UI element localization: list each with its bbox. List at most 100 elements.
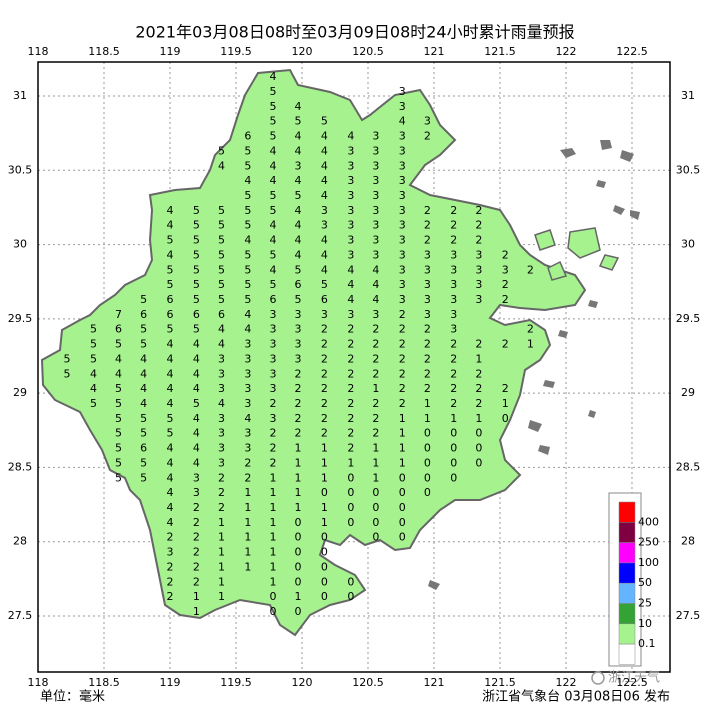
- station-value: 5: [193, 234, 200, 247]
- station-value: 4: [372, 278, 379, 291]
- station-value: 4: [321, 174, 328, 187]
- station-value: 1: [244, 546, 251, 559]
- station-value: 1: [399, 427, 406, 440]
- station-value: 2: [166, 560, 173, 573]
- station-value: 5: [218, 248, 225, 261]
- station-value: 2: [269, 427, 276, 440]
- station-value: 5: [269, 248, 276, 261]
- station-value: 5: [140, 427, 147, 440]
- station-value: 2: [166, 531, 173, 544]
- station-value: 1: [321, 516, 328, 529]
- x-tick-label: 118: [28, 676, 49, 689]
- station-value: 5: [166, 278, 173, 291]
- station-value: 4: [166, 367, 173, 380]
- station-value: 4: [166, 442, 173, 455]
- station-value: 0: [399, 516, 406, 529]
- x-tick-label: 119: [159, 45, 180, 58]
- station-value: 4: [193, 427, 200, 440]
- station-value: 0: [295, 575, 302, 588]
- station-value: 0: [347, 590, 354, 603]
- station-value: 2: [424, 219, 431, 232]
- station-value: 4: [295, 130, 302, 143]
- station-value: 2: [424, 323, 431, 336]
- station-value: 3: [399, 234, 406, 247]
- station-value: 5: [166, 234, 173, 247]
- station-value: 1: [269, 486, 276, 499]
- station-value: 3: [269, 367, 276, 380]
- station-value: 4: [269, 144, 276, 157]
- station-value: 2: [347, 382, 354, 395]
- station-value: 3: [295, 308, 302, 321]
- station-value: 4: [166, 471, 173, 484]
- station-value: 2: [269, 397, 276, 410]
- station-value: 5: [140, 456, 147, 469]
- station-value: 6: [193, 308, 200, 321]
- station-value: 2: [475, 204, 482, 217]
- station-value: 0: [424, 427, 431, 440]
- station-value: 5: [166, 323, 173, 336]
- station-value: 3: [372, 159, 379, 172]
- station-value: 2: [166, 575, 173, 588]
- station-value: 5: [90, 352, 97, 365]
- station-value: 5: [193, 263, 200, 276]
- station-value: 5: [64, 352, 71, 365]
- station-value: 5: [140, 412, 147, 425]
- legend-swatch: [618, 603, 636, 625]
- station-value: 3: [372, 308, 379, 321]
- station-value: 4: [193, 456, 200, 469]
- station-value: 5: [90, 323, 97, 336]
- station-value: 4: [166, 501, 173, 514]
- station-value: 2: [321, 367, 328, 380]
- station-value: 0: [399, 501, 406, 514]
- station-value: 2: [475, 234, 482, 247]
- station-value: 4: [347, 130, 354, 143]
- x-tick-label: 120: [291, 676, 312, 689]
- station-value: 3: [218, 442, 225, 455]
- station-value: 2: [347, 338, 354, 351]
- legend-swatch: [618, 643, 636, 665]
- station-value: 3: [475, 263, 482, 276]
- station-value: 2: [295, 367, 302, 380]
- station-value: 4: [166, 352, 173, 365]
- station-value: 2: [347, 442, 354, 455]
- station-value: 6: [321, 293, 328, 306]
- station-value: 5: [115, 397, 122, 410]
- station-value: 3: [347, 308, 354, 321]
- station-value: 2: [475, 382, 482, 395]
- station-value: 2: [372, 352, 379, 365]
- station-value: 0: [450, 456, 457, 469]
- x-tick-label: 119.5: [220, 45, 252, 58]
- station-value: 4: [218, 159, 225, 172]
- station-value: 1: [295, 486, 302, 499]
- station-value: 2: [502, 382, 509, 395]
- legend-swatch: [618, 623, 636, 645]
- station-value: 4: [193, 442, 200, 455]
- station-value: 0: [295, 560, 302, 573]
- station-value: 4: [166, 486, 173, 499]
- station-value: 1: [424, 397, 431, 410]
- legend-swatch: [618, 542, 636, 564]
- y-tick-label: 30: [13, 238, 27, 251]
- station-value: 5: [193, 323, 200, 336]
- legend-swatch: [618, 582, 636, 604]
- station-value: 3: [399, 219, 406, 232]
- station-value: 3: [424, 293, 431, 306]
- station-value: 3: [450, 263, 457, 276]
- station-value: 0: [347, 486, 354, 499]
- station-value: 2: [193, 531, 200, 544]
- x-tick-label: 118.5: [88, 45, 120, 58]
- station-value: 3: [347, 189, 354, 202]
- station-value: 4: [295, 100, 302, 113]
- station-value: 0: [450, 471, 457, 484]
- station-value: 3: [347, 174, 354, 187]
- station-value: 0: [269, 590, 276, 603]
- station-value: 1: [399, 456, 406, 469]
- x-tick-label: 120.5: [352, 676, 384, 689]
- station-value: 0: [295, 605, 302, 618]
- station-value: 4: [166, 397, 173, 410]
- station-value: 3: [218, 367, 225, 380]
- station-value: 6: [269, 293, 276, 306]
- station-value: 2: [450, 397, 457, 410]
- station-value: 0: [475, 442, 482, 455]
- station-value: 5: [269, 115, 276, 128]
